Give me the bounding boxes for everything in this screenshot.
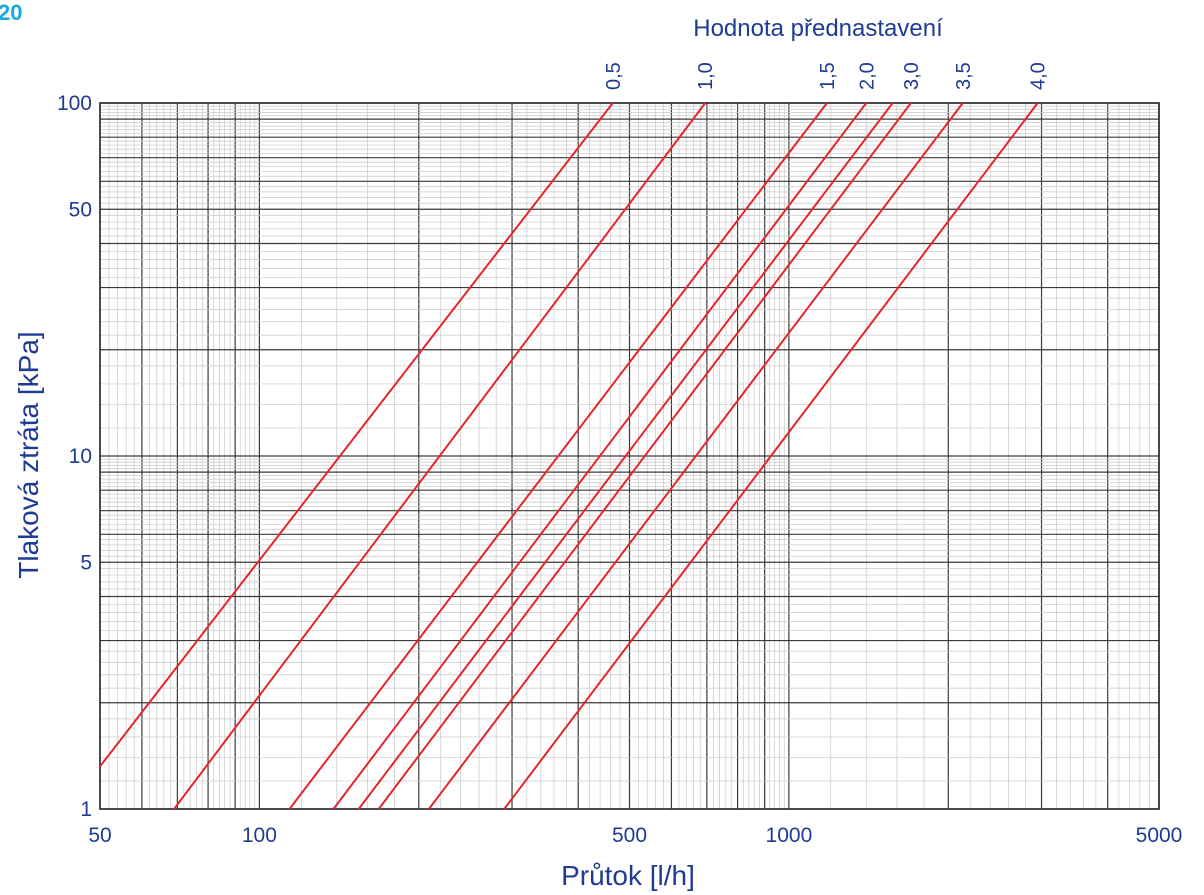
series-line [377, 102, 912, 810]
series-label: 4,0 [1028, 62, 1050, 90]
series-label: 2,0 [856, 62, 878, 90]
x-tick-label: 100 [242, 824, 277, 847]
x-tick-label: 50 [88, 824, 111, 847]
series-line [99, 102, 614, 768]
x-tick-label: 1000 [766, 824, 813, 847]
series-line [428, 102, 964, 810]
y-tick-label: 1 [80, 798, 92, 821]
series-line [288, 102, 828, 810]
y-axis-title: Tlaková ztráta [kPa] [13, 331, 44, 578]
series-label: 1,0 [695, 62, 717, 90]
plot-frame [99, 102, 1160, 810]
y-tick-label: 10 [69, 445, 92, 468]
chart-grid [99, 102, 1160, 810]
series-label: 3,0 [901, 62, 923, 90]
y-tick-label: 100 [57, 92, 92, 115]
series-label: 1,5 [817, 62, 839, 90]
y-tick-label: 5 [80, 551, 92, 574]
x-axis-title: Průtok [l/h] [561, 860, 695, 891]
chart-labels: 50 100 500 1000 5000 1 5 10 50 100 0,5 1,0 1,5 2,0 3,0… [57, 62, 1182, 847]
chart-series [99, 102, 1039, 810]
y-tick-label: 50 [69, 198, 92, 221]
x-tick-label: 5000 [1136, 824, 1183, 847]
top-axis-title: Hodnota přednastavení [693, 15, 943, 42]
series-line [357, 102, 894, 810]
corner-label: 20 [0, 0, 22, 25]
series-line [503, 102, 1039, 810]
series-line [173, 102, 707, 810]
series-line [332, 102, 868, 810]
series-label: 3,5 [953, 62, 975, 90]
series-label: 0,5 [603, 62, 625, 90]
x-tick-label: 500 [612, 824, 647, 847]
